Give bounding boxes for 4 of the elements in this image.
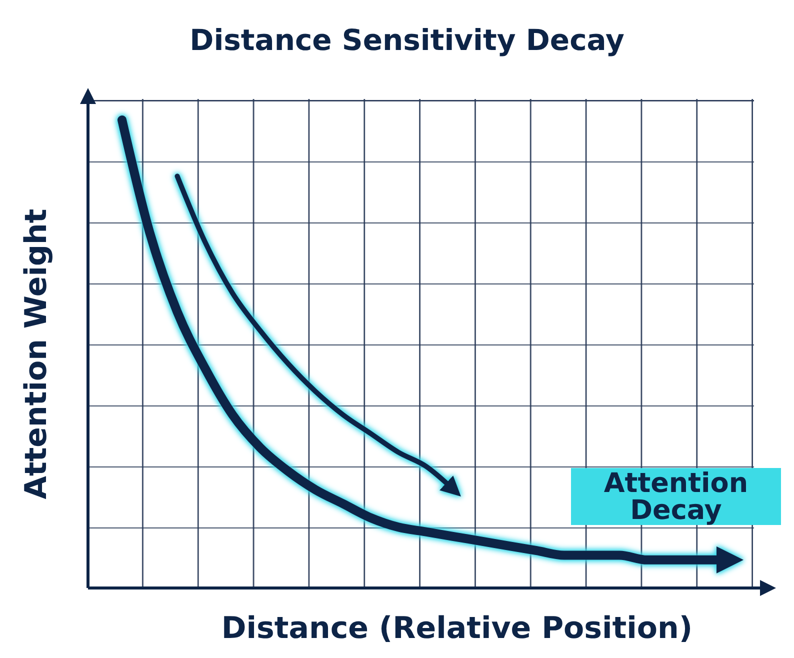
y-axis-title: Attention Weight: [19, 208, 54, 500]
annotation: Attention Decay: [604, 468, 748, 526]
chart-title: Distance Sensitivity Decay: [190, 23, 624, 57]
x-axis-title: Distance (Relative Position): [221, 611, 693, 646]
